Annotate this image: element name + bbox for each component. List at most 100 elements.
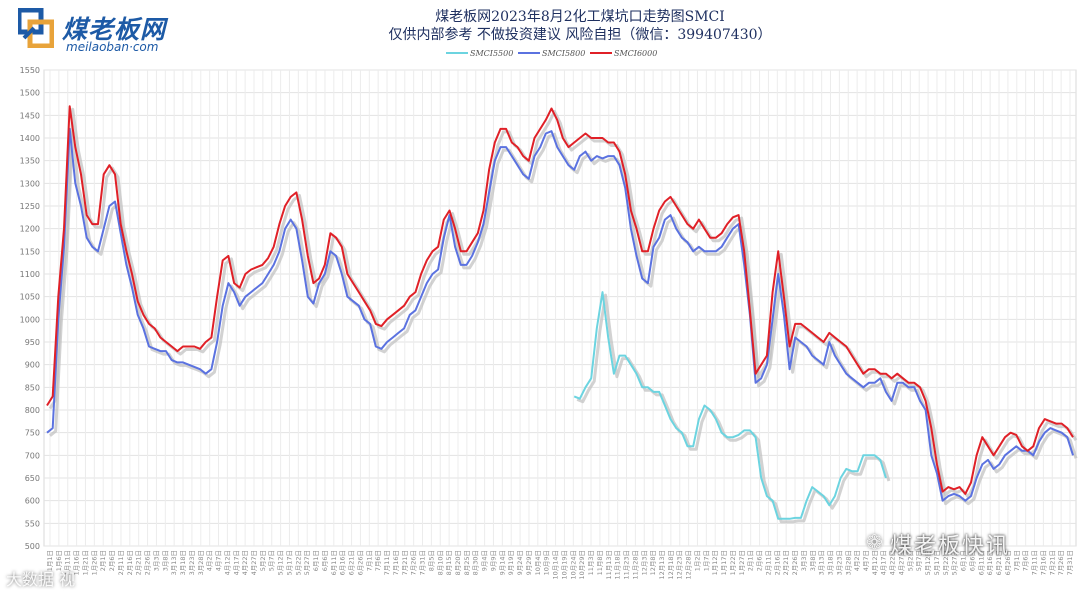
watermark-left-text: 大数据 视: [6, 570, 76, 589]
x-tick-label: 7月16日: [1039, 550, 1047, 575]
x-tick-label: 7月26日: [1057, 550, 1065, 575]
x-tick-label: 1月17日: [720, 550, 728, 575]
x-tick-label: 6月11日: [330, 550, 338, 575]
x-tick-label: 4月22日: [241, 550, 249, 575]
wechat-icon: ❁: [866, 530, 883, 554]
x-tick-label: 5月17日: [285, 550, 293, 575]
x-tick-label: 7月21日: [1048, 550, 1056, 575]
x-tick-label: 3月13日: [170, 550, 178, 575]
x-tick-label: 3月3日: [152, 550, 160, 571]
y-tick-label: 1550: [20, 66, 40, 75]
x-tick-label: 7月31日: [419, 550, 427, 575]
x-tick-label: 4月7日: [862, 550, 870, 571]
legend-label: SMCI5500: [470, 49, 513, 58]
x-tick-label: 1月12日: [711, 550, 719, 575]
x-tick-label: 3月8日: [161, 550, 169, 571]
x-tick-label: 1月2日: [693, 550, 701, 571]
x-tick-label: 3月23日: [188, 550, 196, 575]
x-tick-label: 5月22日: [294, 550, 302, 575]
y-tick-label: 1300: [20, 179, 40, 188]
x-tick-label: 1月6日: [55, 550, 63, 571]
x-tick-label: 7月1日: [365, 550, 373, 571]
x-tick-label: 5月27日: [303, 550, 311, 575]
x-tick-label: 11月28日: [631, 550, 639, 580]
x-tick-label: 6月26日: [356, 550, 364, 575]
x-tick-label: 11月13日: [605, 550, 613, 580]
x-tick-label: 2月6日: [108, 550, 116, 571]
x-tick-label: 2月16日: [773, 550, 781, 575]
x-tick-label: 2月6日: [756, 550, 764, 571]
y-tick-label: 1100: [20, 270, 40, 279]
x-tick-label: 10月29日: [578, 550, 586, 580]
y-tick-label: 1450: [20, 111, 40, 120]
x-tick-label: 12月23日: [676, 550, 684, 580]
y-tick-label: 1200: [20, 225, 40, 234]
x-axis: 1月1日 1月6日 1月11日 1月16日 1月21日 1月26日 2月1日 2月6日 2月11…: [46, 550, 1074, 580]
x-tick-label: 5月12日: [924, 550, 932, 575]
x-tick-label: 7月6日: [1022, 550, 1030, 571]
plot-frame: [43, 69, 1077, 547]
series-line-smci5500: [573, 291, 887, 520]
x-tick-label: 9月4日: [481, 550, 489, 571]
y-axis: 500 550 600 650 700 750 800 850 900 950 1000 1050 11…: [20, 66, 40, 551]
x-tick-label: 2月11日: [117, 550, 125, 575]
x-tick-label: 12月8日: [649, 550, 657, 575]
x-tick-label: 5月22日: [942, 550, 950, 575]
x-tick-label: 5月17日: [933, 550, 941, 575]
x-tick-label: 12月18日: [667, 550, 675, 580]
series-lines: [46, 105, 1074, 520]
brand-name: 煤老板网: [62, 15, 167, 44]
x-tick-label: 5月2日: [906, 550, 914, 571]
x-tick-label: 3月18日: [827, 550, 835, 575]
y-tick-label: 650: [25, 474, 40, 483]
y-tick-label: 1500: [20, 89, 40, 98]
y-tick-label: 1050: [20, 293, 40, 302]
logo-mark-icon: [18, 8, 54, 48]
y-tick-label: 900: [25, 361, 40, 370]
x-tick-label: 10月14日: [552, 550, 560, 580]
x-tick-label: 7月31日: [1066, 550, 1074, 575]
x-tick-label: 2月11日: [764, 550, 772, 575]
x-tick-label: 8月25日: [463, 550, 471, 575]
gridlines: [43, 69, 1077, 547]
x-tick-label: 8月10日: [436, 550, 444, 575]
series-line-smci5800: [46, 127, 1074, 502]
x-tick-label: 4月27日: [250, 550, 258, 575]
x-tick-label: 3月8日: [809, 550, 817, 571]
x-tick-label: 1月27日: [738, 550, 746, 575]
x-tick-label: 9月19日: [507, 550, 515, 575]
x-tick-label: 5月12日: [277, 550, 285, 575]
y-tick-label: 1000: [20, 315, 40, 324]
x-tick-label: 1月16日: [73, 550, 81, 575]
x-tick-label: 2月21日: [782, 550, 790, 575]
y-tick-label: 1250: [20, 202, 40, 211]
x-tick-label: 1月7日: [702, 550, 710, 571]
x-tick-label: 3月23日: [835, 550, 843, 575]
x-tick-label: 1月26日: [90, 550, 98, 575]
x-tick-label: 3月3日: [800, 550, 808, 571]
x-tick-label: 3月28日: [844, 550, 852, 575]
y-tick-label: 1150: [20, 247, 40, 256]
x-tick-label: 12月28日: [685, 550, 693, 580]
x-tick-label: 7月1日: [1013, 550, 1021, 571]
x-tick-label: 6月1日: [960, 550, 968, 571]
x-tick-label: 2月26日: [144, 550, 152, 575]
x-tick-label: 6月21日: [995, 550, 1003, 575]
y-tick-label: 800: [25, 406, 40, 415]
x-tick-label: 4月17日: [232, 550, 240, 575]
y-tick-label: 700: [25, 451, 40, 460]
y-tick-label: 850: [25, 383, 40, 392]
y-tick-label: 500: [25, 542, 40, 551]
x-tick-label: 7月16日: [392, 550, 400, 575]
x-tick-label: 9月14日: [498, 550, 506, 575]
x-tick-label: 10月19日: [560, 550, 568, 580]
x-tick-label: 3月13日: [818, 550, 826, 575]
x-tick-label: 4月2日: [206, 550, 214, 571]
x-tick-label: 6月1日: [312, 550, 320, 571]
series-shadow: [49, 130, 1078, 506]
chart-subtitle: 仅供内部参考 不做投资建议 风险自担（微信：399407430）: [388, 27, 772, 43]
x-tick-label: 1月1日: [46, 550, 54, 571]
x-tick-label: 11月23日: [623, 550, 631, 580]
brand-logo: 煤老板网 meilaoban·com: [18, 8, 228, 54]
x-tick-label: 5月7日: [915, 550, 923, 571]
